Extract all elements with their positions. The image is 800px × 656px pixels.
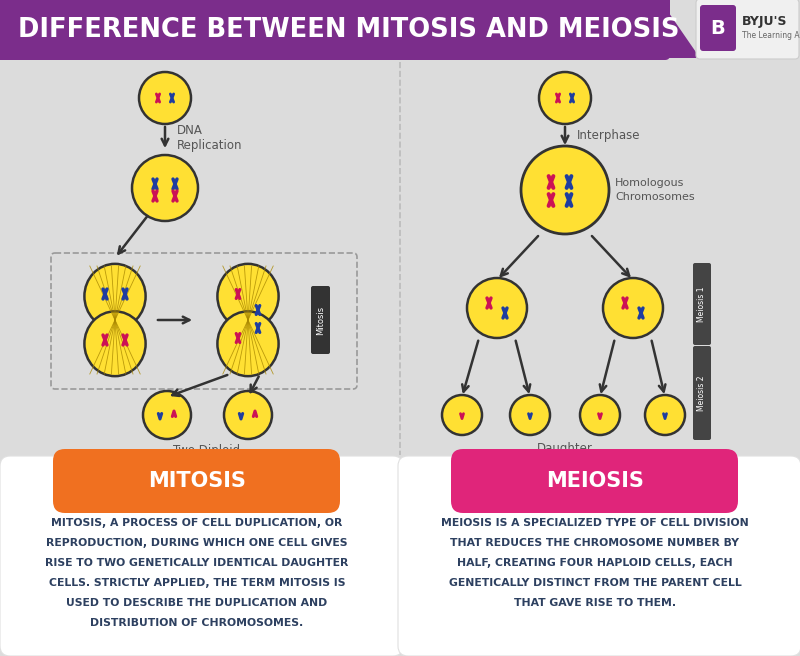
- Circle shape: [645, 395, 685, 435]
- FancyBboxPatch shape: [693, 263, 711, 345]
- Text: DNA
Replication: DNA Replication: [177, 123, 242, 152]
- Text: DIFFERENCE BETWEEN MITOSIS AND MEIOSIS: DIFFERENCE BETWEEN MITOSIS AND MEIOSIS: [18, 17, 679, 43]
- FancyBboxPatch shape: [0, 0, 670, 60]
- Ellipse shape: [85, 264, 146, 329]
- FancyBboxPatch shape: [53, 449, 340, 513]
- Text: MEIOSIS: MEIOSIS: [546, 471, 644, 491]
- FancyBboxPatch shape: [0, 456, 403, 656]
- Text: REPRODUCTION, DURING WHICH ONE CELL GIVES: REPRODUCTION, DURING WHICH ONE CELL GIVE…: [46, 538, 348, 548]
- Circle shape: [539, 72, 591, 124]
- Text: Interphase: Interphase: [577, 129, 641, 142]
- Ellipse shape: [218, 264, 278, 329]
- Text: Meiosis 2: Meiosis 2: [698, 375, 706, 411]
- Text: B: B: [710, 18, 726, 37]
- FancyBboxPatch shape: [398, 456, 800, 656]
- Text: The Learning App: The Learning App: [742, 30, 800, 39]
- Polygon shape: [0, 0, 700, 58]
- Circle shape: [442, 395, 482, 435]
- Text: CELLS. STRICTLY APPLIED, THE TERM MITOSIS IS: CELLS. STRICTLY APPLIED, THE TERM MITOSI…: [49, 578, 346, 588]
- Circle shape: [139, 72, 191, 124]
- Text: RISE TO TWO GENETICALLY IDENTICAL DAUGHTER: RISE TO TWO GENETICALLY IDENTICAL DAUGHT…: [46, 558, 349, 568]
- FancyBboxPatch shape: [311, 286, 330, 354]
- FancyBboxPatch shape: [700, 5, 736, 51]
- Text: Homologous
Chromosomes: Homologous Chromosomes: [615, 178, 694, 201]
- Ellipse shape: [85, 312, 146, 376]
- FancyBboxPatch shape: [693, 346, 711, 440]
- Text: THAT GAVE RISE TO THEM.: THAT GAVE RISE TO THEM.: [514, 598, 676, 608]
- Text: THAT REDUCES THE CHROMOSOME NUMBER BY: THAT REDUCES THE CHROMOSOME NUMBER BY: [450, 538, 739, 548]
- Circle shape: [603, 278, 663, 338]
- Circle shape: [143, 391, 191, 439]
- Text: MITOSIS, A PROCESS OF CELL DUPLICATION, OR: MITOSIS, A PROCESS OF CELL DUPLICATION, …: [51, 518, 342, 528]
- Text: GENETICALLY DISTINCT FROM THE PARENT CELL: GENETICALLY DISTINCT FROM THE PARENT CEL…: [449, 578, 742, 588]
- Text: DISTRIBUTION OF CHROMOSOMES.: DISTRIBUTION OF CHROMOSOMES.: [90, 618, 304, 628]
- Text: MEIOSIS IS A SPECIALIZED TYPE OF CELL DIVISION: MEIOSIS IS A SPECIALIZED TYPE OF CELL DI…: [441, 518, 749, 528]
- FancyBboxPatch shape: [451, 449, 738, 513]
- Ellipse shape: [218, 312, 278, 376]
- Text: Mitosis: Mitosis: [316, 306, 325, 335]
- Circle shape: [521, 146, 609, 234]
- Circle shape: [580, 395, 620, 435]
- Text: Meiosis 1: Meiosis 1: [698, 286, 706, 321]
- Text: Two Diploid
Cells: Two Diploid Cells: [174, 444, 241, 474]
- Text: USED TO DESCRIBE THE DUPLICATION AND: USED TO DESCRIBE THE DUPLICATION AND: [66, 598, 328, 608]
- Circle shape: [224, 391, 272, 439]
- Circle shape: [467, 278, 527, 338]
- Circle shape: [510, 395, 550, 435]
- Text: HALF, CREATING FOUR HAPLOID CELLS, EACH: HALF, CREATING FOUR HAPLOID CELLS, EACH: [457, 558, 733, 568]
- FancyBboxPatch shape: [696, 0, 799, 59]
- Text: BYJU'S: BYJU'S: [742, 16, 787, 28]
- Text: Daughter
Nuclei II: Daughter Nuclei II: [537, 442, 593, 472]
- Circle shape: [132, 155, 198, 221]
- Text: MITOSIS: MITOSIS: [148, 471, 246, 491]
